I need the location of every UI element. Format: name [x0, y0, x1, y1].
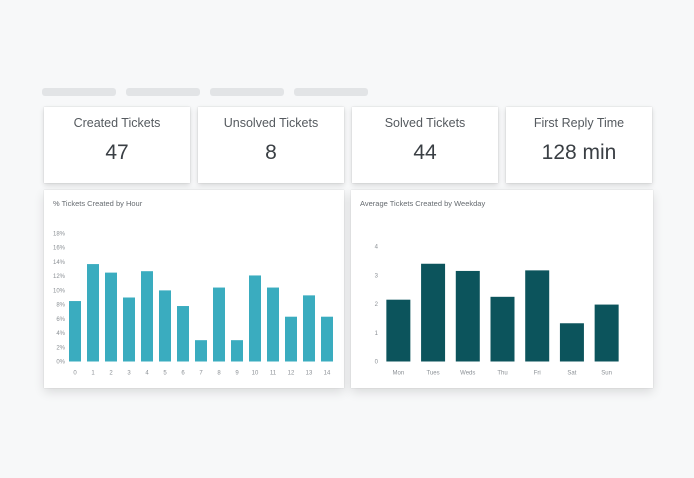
weekday-chart-card: Average Tickets Created by Weekday 0 1 2 3 4…	[351, 190, 653, 388]
bar[interactable]	[559, 323, 584, 362]
y-tick-label: 8%	[56, 303, 65, 309]
bar[interactable]	[141, 271, 153, 362]
bar[interactable]	[213, 287, 225, 362]
x-tick-label: 6	[181, 371, 185, 377]
y-tick-label: 12%	[53, 274, 66, 280]
x-tick-label: Tues	[427, 371, 440, 377]
x-tick-label: 5	[163, 371, 167, 377]
stat-value: 47	[105, 141, 129, 164]
y-tick-label: 2%	[56, 345, 65, 351]
x-tick-label: 9	[235, 371, 239, 377]
bar[interactable]	[303, 295, 315, 362]
x-tick-label: 1	[91, 371, 95, 377]
chart-title: % Tickets Created by Hour	[53, 199, 143, 208]
bar[interactable]	[69, 301, 81, 362]
y-tick-label: 3	[375, 273, 379, 279]
bar[interactable]	[455, 270, 480, 362]
bar[interactable]	[177, 306, 189, 362]
y-tick-label: 1	[375, 331, 379, 337]
created-tickets-card: Created Tickets 47	[44, 107, 190, 183]
unsolved-tickets-card: Unsolved Tickets 8	[198, 107, 344, 183]
bar[interactable]	[195, 340, 207, 362]
y-tick-label: 6%	[56, 317, 65, 323]
y-tick-label: 4	[375, 245, 379, 251]
stat-value: 128 min	[541, 141, 617, 164]
tab-placeholder-2[interactable]	[126, 88, 200, 96]
x-tick-label: 14	[324, 371, 331, 377]
bar[interactable]	[386, 299, 411, 362]
x-tick-label: 10	[252, 371, 259, 377]
bar[interactable]	[421, 263, 446, 362]
bar[interactable]	[267, 287, 279, 362]
hourly-chart-card: % Tickets Created by Hour 0% 2% 4% 6% 8% 10% 1…	[44, 190, 344, 388]
weekday-bar-chart: 0 1 2 3 4 Mon Tues Weds Thu Fri Sat Sun	[375, 245, 619, 377]
stat-value: 8	[265, 141, 277, 164]
x-tick-label: 4	[145, 371, 149, 377]
stat-value: 44	[413, 141, 437, 164]
x-tick-label: 11	[270, 371, 277, 377]
x-tick-label: Fri	[534, 371, 541, 377]
bar[interactable]	[285, 316, 297, 362]
stat-label: First Reply Time	[533, 116, 625, 130]
bar[interactable]	[159, 290, 171, 362]
bar[interactable]	[87, 264, 99, 362]
stat-label: Created Tickets	[73, 116, 161, 130]
bar[interactable]	[321, 316, 333, 362]
y-tick-label: 14%	[53, 260, 66, 266]
bar[interactable]	[123, 297, 135, 362]
x-tick-label: 2	[109, 371, 113, 377]
x-tick-label: 7	[199, 371, 203, 377]
x-tick-label: Sat	[567, 371, 576, 377]
solved-tickets-card: Solved Tickets 44	[352, 107, 498, 183]
y-tick-label: 18%	[53, 232, 66, 238]
x-tick-label: Mon	[393, 371, 405, 377]
y-tick-label: 0%	[56, 360, 65, 366]
x-tick-label: Thu	[497, 371, 507, 377]
x-tick-label: 12	[288, 371, 295, 377]
chart-title: Average Tickets Created by Weekday	[360, 199, 486, 208]
y-tick-label: 16%	[53, 246, 66, 252]
tab-placeholder-3[interactable]	[210, 88, 284, 96]
x-tick-label: 13	[306, 371, 313, 377]
y-tick-label: 10%	[53, 288, 66, 294]
bar[interactable]	[594, 304, 619, 362]
y-tick-label: 4%	[56, 331, 65, 337]
stat-label: Solved Tickets	[384, 116, 466, 130]
stat-label: Unsolved Tickets	[223, 116, 319, 130]
x-tick-label: Sun	[601, 371, 612, 377]
x-tick-label: 3	[127, 371, 131, 377]
bar[interactable]	[525, 270, 550, 362]
bar[interactable]	[105, 272, 117, 362]
bar[interactable]	[231, 340, 243, 362]
x-tick-label: 8	[217, 371, 221, 377]
tab-placeholder-4[interactable]	[294, 88, 368, 96]
tab-placeholder-1[interactable]	[42, 88, 116, 96]
x-tick-label: Weds	[460, 371, 475, 377]
y-tick-label: 0	[375, 360, 379, 366]
hourly-bar-chart: 0%2%4%6%8%10%12%14%16%18%0 1 2 3 4 5 6 7 8 9 10 11 1…	[53, 232, 333, 377]
y-tick-label: 2	[375, 302, 379, 308]
bar[interactable]	[490, 296, 515, 362]
x-tick-label: 0	[73, 371, 77, 377]
bar[interactable]	[249, 275, 261, 362]
first-reply-time-card: First Reply Time 128 min	[506, 107, 652, 183]
